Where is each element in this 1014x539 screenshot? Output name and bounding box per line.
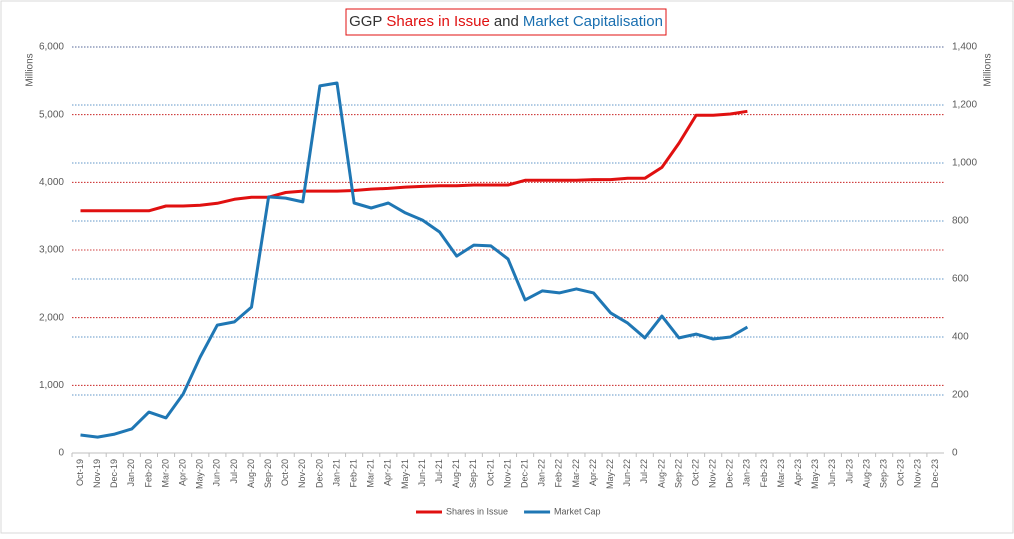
x-tick-label: Nov-21 — [502, 459, 512, 488]
y2-tick-label: 1,400 — [952, 42, 977, 53]
title-part: Shares in Issue — [386, 13, 489, 30]
x-tick-label: Feb-21 — [348, 459, 358, 488]
x-tick-label: Jan-20 — [126, 459, 136, 487]
x-tick-label: Dec-19 — [109, 459, 119, 488]
x-tick-label: Aug-22 — [656, 459, 666, 488]
x-tick-label: Feb-20 — [143, 459, 153, 488]
series-line — [80, 81, 749, 439]
x-tick-label: Oct-23 — [896, 459, 906, 486]
x-tick-label: Jan-23 — [742, 459, 752, 487]
title-box — [345, 8, 667, 36]
legend-label: Market Cap — [554, 506, 601, 516]
legend-label: Shares in Issue — [446, 506, 508, 516]
x-tick-label: Feb-23 — [759, 459, 769, 488]
y-axis-label: Millions — [25, 53, 36, 86]
y2-tick-label: 800 — [952, 216, 969, 227]
title-part: GGP — [349, 13, 382, 30]
x-tick-label: Dec-23 — [930, 459, 940, 488]
title-part: and — [494, 13, 519, 30]
x-tick-label: Jun-20 — [212, 459, 222, 487]
y-tick-label: 1,000 — [39, 380, 64, 391]
x-tick-label: Dec-21 — [519, 459, 529, 488]
x-tick-label: Apr-22 — [588, 459, 598, 486]
x-tick-label: May-21 — [400, 459, 410, 489]
y2-tick-label: 400 — [952, 332, 969, 343]
x-tick-label: Aug-23 — [861, 459, 871, 488]
chart-title: GGP Shares in Issue and Market Capitalisati… — [349, 13, 663, 30]
y-tick-label: 4,000 — [39, 177, 64, 188]
x-tick-label: Aug-21 — [451, 459, 461, 488]
x-tick-label: Jun-21 — [417, 459, 427, 487]
x-tick-label: Jun-22 — [622, 459, 632, 487]
x-tick-label: Sep-23 — [879, 459, 889, 488]
x-tick-label: Apr-20 — [178, 459, 188, 486]
y2-tick-label: 200 — [952, 390, 969, 401]
x-tick-label: Dec-22 — [725, 459, 735, 488]
x-tick-label: Apr-21 — [383, 459, 393, 486]
x-tick-label: Oct-21 — [485, 459, 495, 486]
x-tick-label: Jul-21 — [434, 459, 444, 484]
y-tick-label: 2,000 — [39, 312, 64, 323]
x-tick-label: Oct-22 — [690, 459, 700, 486]
y-tick-label: 3,000 — [39, 245, 64, 256]
y2-tick-label: 1,000 — [952, 158, 977, 169]
x-tick-label: Aug-20 — [246, 459, 256, 488]
x-tick-label: Feb-22 — [554, 459, 564, 488]
x-tick-label: Mar-20 — [160, 459, 170, 488]
series-line — [80, 109, 748, 213]
y2-tick-label: 0 — [952, 448, 958, 459]
x-tick-label: May-22 — [605, 459, 615, 489]
x-tick-label: Apr-23 — [793, 459, 803, 486]
y-tick-label: 6,000 — [39, 42, 64, 53]
x-tick-label: May-20 — [195, 459, 205, 489]
y2-axis-label: Millions — [983, 53, 994, 86]
y-tick-label: 5,000 — [39, 109, 64, 120]
x-tick-label: Mar-23 — [776, 459, 786, 488]
x-tick-label: Oct-20 — [280, 459, 290, 486]
x-tick-label: Jul-23 — [844, 459, 854, 484]
y-tick-label: 0 — [58, 448, 64, 459]
x-tick-label: Mar-22 — [571, 459, 581, 488]
x-tick-label: Sep-20 — [263, 459, 273, 488]
x-tick-label: May-23 — [810, 459, 820, 489]
x-tick-label: Oct-19 — [75, 459, 85, 486]
x-tick-label: Dec-20 — [314, 459, 324, 488]
y2-tick-label: 1,200 — [952, 100, 977, 111]
x-tick-label: Sep-22 — [673, 459, 683, 488]
x-tick-label: Jul-22 — [639, 459, 649, 484]
x-tick-label: Nov-22 — [708, 459, 718, 488]
x-tick-label: Nov-23 — [913, 459, 923, 488]
title-part: Market Capitalisation — [523, 13, 663, 30]
x-tick-label: Mar-21 — [366, 459, 376, 488]
x-tick-label: Sep-21 — [468, 459, 478, 488]
x-tick-label: Nov-20 — [297, 459, 307, 488]
y2-tick-label: 600 — [952, 274, 969, 285]
x-tick-label: Jan-22 — [537, 459, 547, 487]
x-tick-label: Jan-21 — [331, 459, 341, 487]
x-tick-label: Nov-19 — [92, 459, 102, 488]
x-tick-label: Jul-20 — [229, 459, 239, 484]
x-tick-label: Jun-23 — [827, 459, 837, 487]
